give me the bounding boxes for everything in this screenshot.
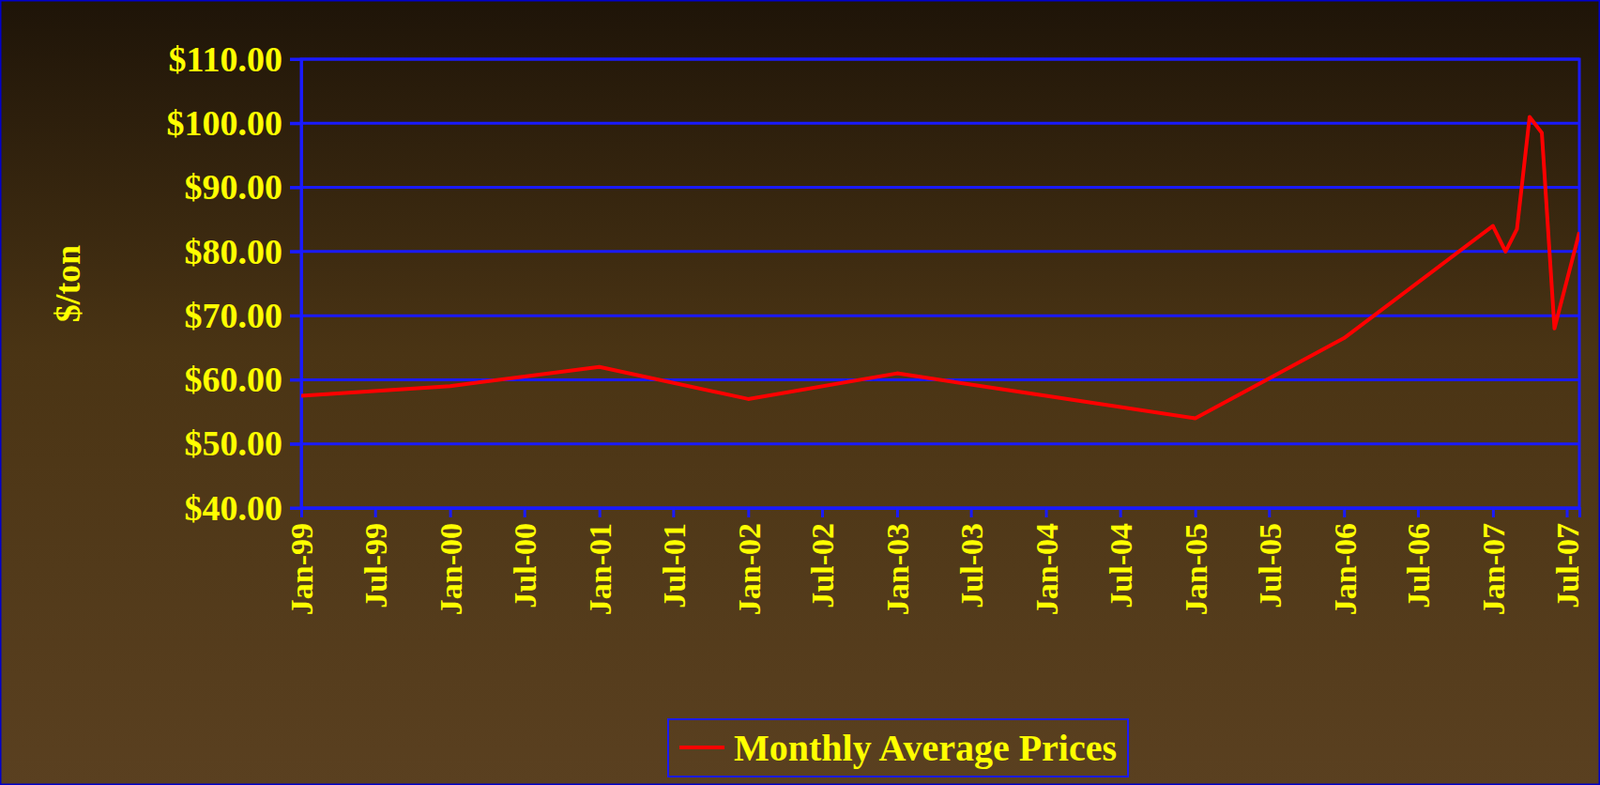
x-tick-label: Jan-99 xyxy=(284,522,320,615)
x-tick: Jul-04 xyxy=(1103,507,1139,609)
x-tick-mark xyxy=(1267,507,1271,518)
background xyxy=(0,0,1600,785)
y-tick-mark xyxy=(289,506,302,510)
x-tick-label: Jan-02 xyxy=(731,522,767,615)
x-axis-line xyxy=(302,508,1581,519)
x-tick-mark xyxy=(1342,507,1346,518)
x-tick: Jul-00 xyxy=(507,507,543,609)
x-tick-label: Jan-01 xyxy=(582,522,618,615)
x-tick-label: Jul-99 xyxy=(358,522,394,609)
x-tick: Jan-99 xyxy=(284,507,320,615)
y-tick-mark xyxy=(289,186,302,190)
x-tick-mark xyxy=(896,507,900,518)
x-tick: Jan-07 xyxy=(1476,507,1511,615)
x-tick-label: Jul-05 xyxy=(1252,522,1288,609)
y-tick: $70.00 xyxy=(184,295,303,336)
x-tick-label: Jul-01 xyxy=(656,522,692,609)
x-tick-mark xyxy=(1194,507,1198,518)
x-tick: Jan-00 xyxy=(433,507,469,615)
y-tick: $100.00 xyxy=(167,103,303,143)
plot-frame xyxy=(301,59,1580,508)
x-tick-mark xyxy=(300,507,304,518)
x-tick-label: Jul-07 xyxy=(1550,522,1585,609)
x-tick: Jan-02 xyxy=(731,507,767,615)
x-tick-mark xyxy=(1492,507,1495,518)
x-tick: Jul-03 xyxy=(954,507,990,609)
chart: $40.00 $50.00 $60.00 $70.00 $80.00 $90.00 $100… xyxy=(0,0,1600,785)
x-tick-label: Jan-04 xyxy=(1029,522,1065,615)
x-tick: Jan-03 xyxy=(880,507,915,615)
x-tick-mark xyxy=(1417,507,1420,518)
y-tick-label: $90.00 xyxy=(184,167,284,207)
grid-line xyxy=(289,314,1580,318)
x-tick: Jan-01 xyxy=(582,507,618,615)
legend-label: Monthly Average Prices xyxy=(733,726,1117,769)
legend-swatch xyxy=(679,745,725,749)
y-tick: $40.00 xyxy=(184,487,303,528)
x-tick-mark xyxy=(374,507,378,518)
x-tick-mark xyxy=(523,507,527,518)
price-line xyxy=(301,116,1580,418)
x-tick-label: Jan-05 xyxy=(1178,522,1214,615)
x-tick-label: Jan-07 xyxy=(1476,522,1511,615)
legend-item: Monthly Average Prices xyxy=(679,726,1117,769)
plot-area xyxy=(301,116,1580,418)
x-tick-label: Jul-06 xyxy=(1401,522,1436,609)
y-tick-label: $80.00 xyxy=(184,231,284,272)
x-tick-mark xyxy=(1119,507,1123,518)
y-tick: $80.00 xyxy=(184,231,303,272)
legend: Monthly Average Prices xyxy=(668,718,1128,777)
x-tick: Jul-01 xyxy=(656,507,692,609)
x-tick: Jan-05 xyxy=(1178,507,1214,615)
y-tick-mark xyxy=(289,250,302,254)
x-tick: Jul-07 xyxy=(1550,507,1585,609)
y-tick: $90.00 xyxy=(184,167,303,207)
y-tick-mark xyxy=(289,378,302,381)
y-tick: $50.00 xyxy=(184,423,303,463)
x-tick-label: Jul-00 xyxy=(507,522,543,609)
x-tick-label: Jul-04 xyxy=(1103,522,1139,609)
x-tick-label: Jan-06 xyxy=(1327,522,1363,615)
x-tick-mark xyxy=(970,507,974,518)
x-tick-mark xyxy=(746,507,750,518)
y-tick-label: $100.00 xyxy=(167,103,284,143)
x-tick: Jan-06 xyxy=(1327,507,1363,615)
y-tick: $110.00 xyxy=(168,39,302,79)
y-tick-label: $110.00 xyxy=(168,39,283,79)
x-tick: Jul-99 xyxy=(358,507,394,609)
x-tick-label: Jan-03 xyxy=(880,522,915,615)
legend-box xyxy=(668,718,1128,777)
y-tick-mark xyxy=(289,314,302,318)
x-axis: Jan-99 Jul-99 Jan-00 Jul-00 Jan-01 Jul-01 Jan-… xyxy=(284,507,1585,615)
x-tick-mark xyxy=(598,507,602,518)
x-tick-label: Jan-00 xyxy=(433,522,469,615)
y-axis-line xyxy=(289,60,303,509)
grid xyxy=(289,59,1580,508)
y-tick-mark xyxy=(289,442,302,446)
x-tick-label: Jul-03 xyxy=(954,522,990,609)
x-tick: Jul-02 xyxy=(805,507,840,609)
x-tick-mark xyxy=(1566,507,1570,518)
x-tick-mark xyxy=(821,507,824,518)
x-tick-mark xyxy=(1045,507,1049,518)
x-tick-label: Jul-02 xyxy=(805,522,840,609)
x-tick: Jan-04 xyxy=(1029,507,1065,615)
grid-line xyxy=(289,185,1580,189)
y-tick-label: $60.00 xyxy=(184,359,284,399)
x-tick: Jul-06 xyxy=(1401,507,1436,609)
y-tick-mark xyxy=(289,58,302,61)
x-tick-mark xyxy=(449,507,453,518)
grid-line xyxy=(289,441,1580,445)
x-tick-mark xyxy=(671,507,675,518)
grid-line xyxy=(289,121,1580,125)
x-tick: Jul-05 xyxy=(1252,507,1288,609)
y-tick-label: $70.00 xyxy=(184,295,284,336)
grid-line xyxy=(289,249,1580,253)
y-tick: $60.00 xyxy=(184,359,303,399)
y-axis-title: $/ton xyxy=(47,244,88,322)
y-tick-label: $50.00 xyxy=(184,423,284,463)
y-axis: $40.00 $50.00 $60.00 $70.00 $80.00 $90.00 $100… xyxy=(167,39,303,528)
y-tick-mark xyxy=(289,121,302,125)
y-tick-label: $40.00 xyxy=(184,487,284,528)
